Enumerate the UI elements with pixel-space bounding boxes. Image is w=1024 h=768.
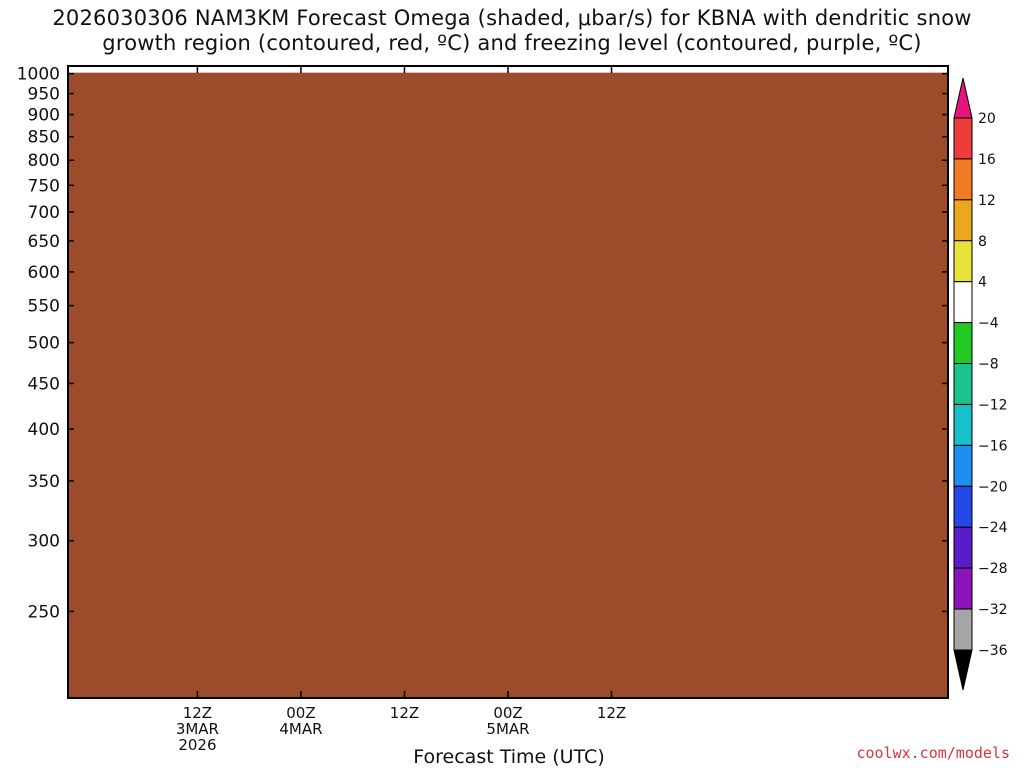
chart-title-line-1: 2026030306 NAM3KM Forecast Omega (shaded…	[52, 6, 972, 30]
x-tick-label: 2026	[178, 736, 216, 754]
colorbar-max-triangle	[953, 77, 973, 119]
colorbar: 20 16 12 8 4 −4 −8 −12 −16 −20 −24 −28 −32 −36	[953, 77, 1008, 691]
colorbar-label: −4	[978, 316, 999, 332]
chart-title-line-2: growth region (contoured, red, ºC) and f…	[102, 31, 922, 55]
y-tick-label: 300	[28, 532, 60, 552]
colorbar-label: −20	[978, 479, 1008, 495]
colorbar-label: 20	[978, 111, 996, 127]
y-tick-label: 750	[28, 176, 60, 196]
colorbar-label: −12	[978, 397, 1008, 413]
colorbar-swatch	[953, 240, 973, 283]
colorbar-label: −8	[978, 357, 999, 373]
colorbar-swatch	[953, 158, 973, 201]
colorbar-label: −36	[978, 643, 1008, 659]
x-tick-label: 4MAR	[279, 720, 322, 738]
colorbar-swatch	[953, 117, 973, 160]
colorbar-label: 8	[978, 234, 987, 250]
y-tick-label: 550	[28, 297, 60, 317]
colorbar-swatch	[953, 526, 973, 569]
y-tick-label: 600	[28, 263, 60, 283]
x-tick-label: 5MAR	[486, 720, 529, 738]
x-tick-label: 12Z	[183, 704, 212, 722]
y-tick-label: 850	[28, 128, 60, 148]
colorbar-label: 4	[978, 275, 987, 291]
y-tick-label: 900	[28, 106, 60, 126]
y-tick-label: 1000	[17, 65, 60, 85]
x-axis-label: Forecast Time (UTC)	[413, 746, 605, 768]
colorbar-swatch	[953, 444, 973, 487]
x-tick-label: 3MAR	[176, 720, 219, 738]
colorbar-swatch	[953, 281, 973, 324]
colorbar-swatch	[953, 485, 973, 528]
y-tick-label: 250	[28, 602, 60, 622]
y-tick-label: 800	[28, 151, 60, 171]
colorbar-swatch	[953, 567, 973, 610]
colorbar-label: −16	[978, 438, 1008, 454]
colorbar-swatch	[953, 608, 973, 651]
colorbar-swatch	[953, 322, 973, 365]
y-tick-label: 450	[28, 374, 60, 394]
colorbar-swatch	[953, 199, 973, 242]
colorbar-label: 16	[978, 152, 996, 168]
colorbar-label: −32	[978, 602, 1008, 618]
colorbar-swatch	[953, 363, 973, 405]
y-tick-label: 650	[28, 232, 60, 252]
y-tick-label: 700	[28, 203, 60, 223]
y-tick-label: 350	[28, 472, 60, 492]
terrain-strip	[68, 72, 948, 699]
y-tick-label: 400	[28, 420, 60, 440]
credit-link[interactable]: coolwx.com/models	[856, 744, 1010, 762]
colorbar-label: 12	[978, 193, 996, 209]
colorbar-label: −24	[978, 520, 1008, 536]
y-tick-label: 500	[28, 334, 60, 354]
x-tick-label: 12Z	[597, 704, 626, 722]
x-tick-label: 12Z	[390, 704, 419, 722]
y-tick-label: 950	[28, 85, 60, 105]
colorbar-label: −28	[978, 561, 1008, 577]
colorbar-min-triangle	[953, 649, 973, 691]
x-tick-label: 00Z	[493, 704, 522, 722]
colorbar-swatch	[953, 403, 973, 446]
x-tick-label: 00Z	[286, 704, 315, 722]
